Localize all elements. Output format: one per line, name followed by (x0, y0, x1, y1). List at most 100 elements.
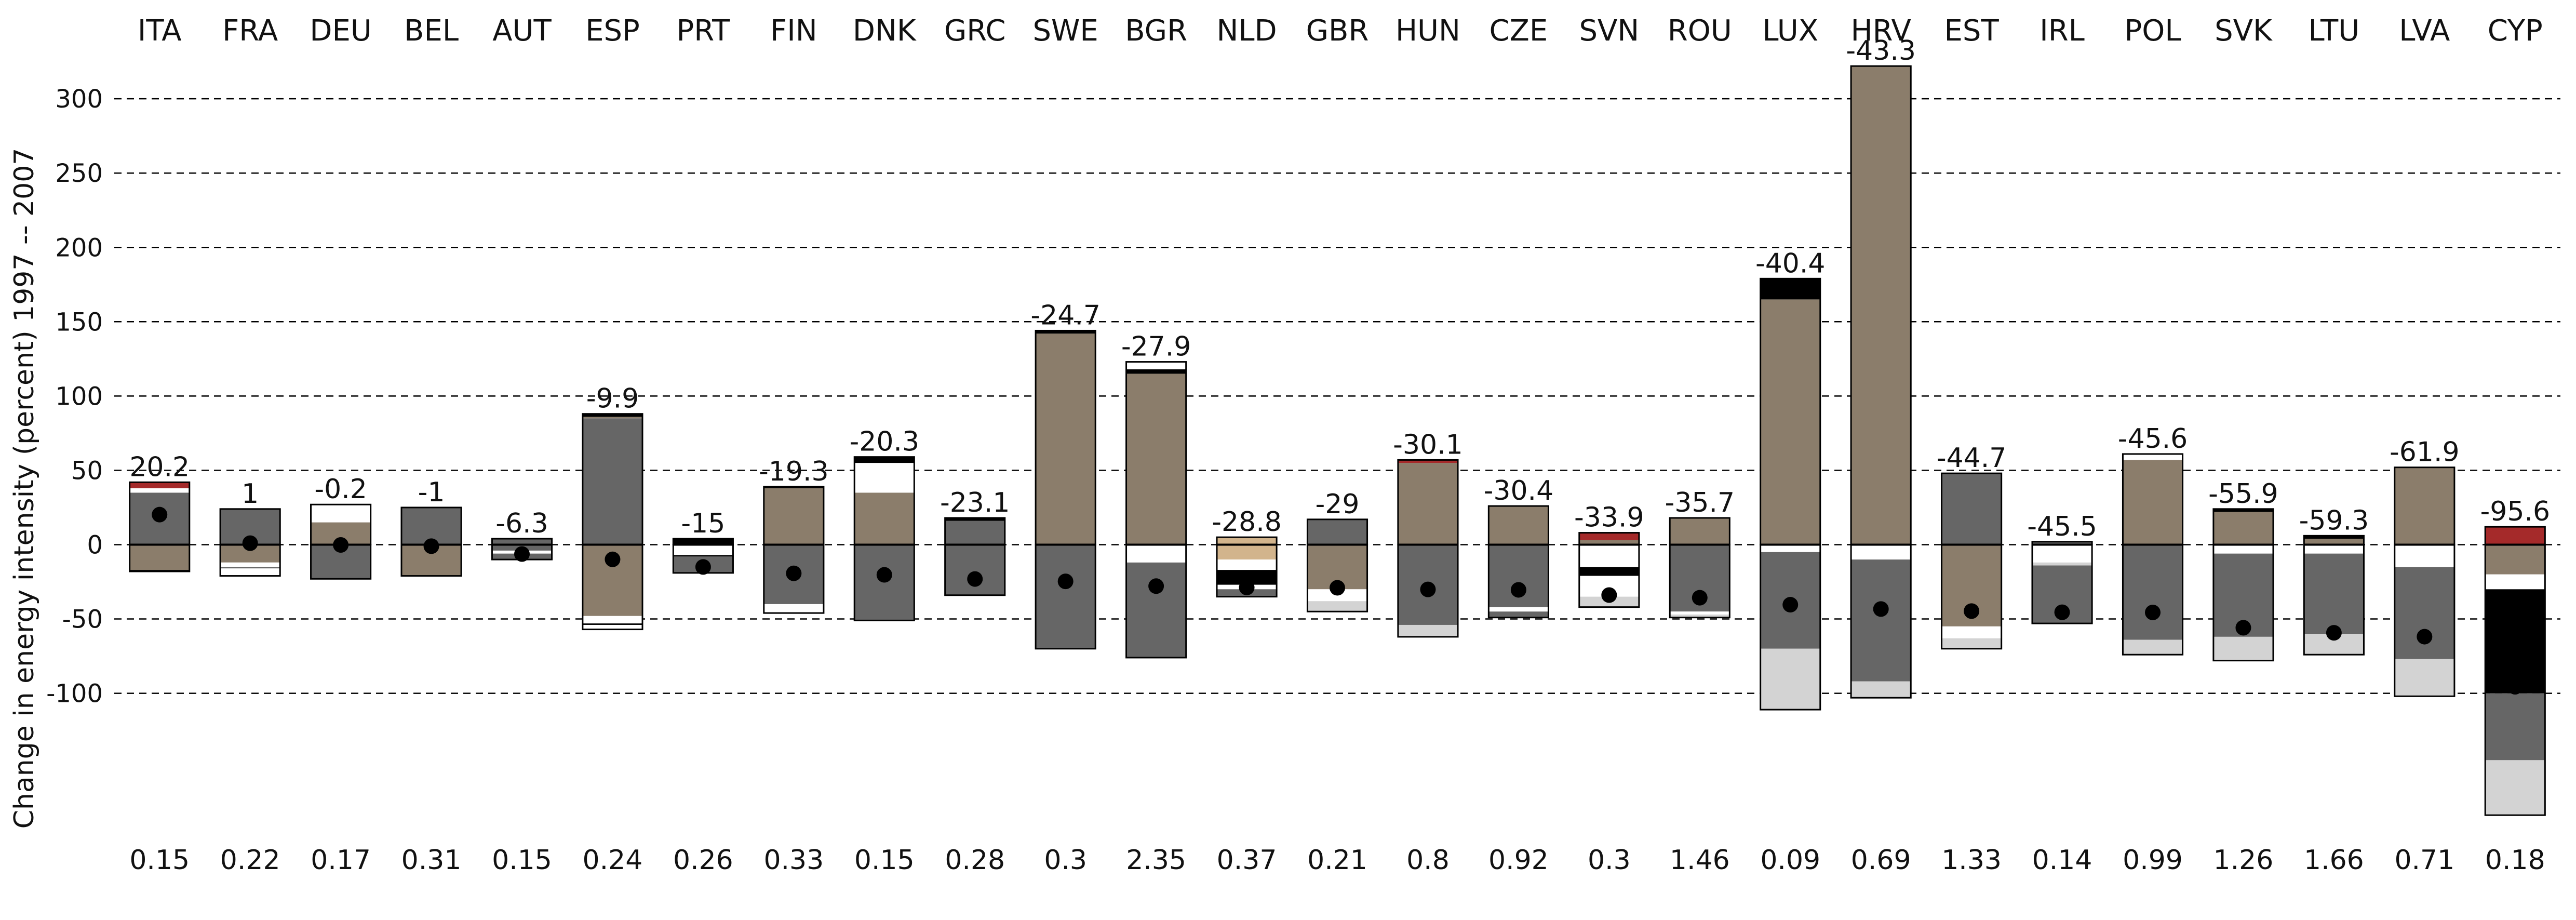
total-change-dot (1601, 587, 1617, 603)
bottom-value-label: 1.33 (1941, 845, 2002, 876)
bar-segment (2123, 454, 2183, 460)
bar-segment (2394, 567, 2454, 659)
total-change-label: -24.7 (1030, 300, 1101, 331)
country-label: FRA (222, 14, 278, 48)
total-change-dot (423, 538, 439, 554)
y-tick-label: 200 (55, 233, 103, 262)
bar-segment (1941, 638, 2002, 649)
bar-segment (1036, 330, 1096, 334)
y-tick-label: -100 (46, 679, 103, 709)
bar-segment (1307, 519, 1367, 545)
country-label: HUN (1396, 14, 1460, 48)
country-label: GBR (1306, 14, 1369, 48)
total-change-label: -33.9 (1574, 502, 1644, 534)
total-change-dot (1964, 603, 1980, 619)
bar-segment (1126, 362, 1186, 369)
country-label: HRV (1851, 14, 1911, 48)
bar-segment (1216, 559, 1277, 570)
bar-segment (1126, 544, 1186, 563)
total-change-label: -59.3 (2299, 505, 2369, 536)
bar-segment (1670, 611, 1730, 615)
bottom-value-label: 0.37 (1217, 845, 1277, 876)
bar-segment (1941, 473, 2002, 545)
total-change-label: -44.7 (1937, 443, 2007, 474)
bottom-value-label: 0.33 (763, 845, 824, 876)
bottom-value-label: 0.15 (492, 845, 552, 876)
bar-segment (2485, 589, 2545, 694)
bar-segment (763, 488, 824, 545)
bar-segment (1851, 66, 1911, 545)
bar-segment (1398, 460, 1458, 463)
bar-segment (220, 562, 280, 567)
total-change-dot (1510, 582, 1526, 598)
bars (129, 65, 2546, 816)
bar-segment (1488, 544, 1549, 607)
bottom-value-label: 0.21 (1307, 845, 1367, 876)
total-change-label: -43.3 (1846, 35, 1916, 66)
bar-segment (945, 544, 1005, 595)
bar-segment (2394, 544, 2454, 567)
total-change-dot (242, 535, 258, 551)
bar-segment (2394, 467, 2454, 545)
bar-segment (763, 604, 824, 614)
bottom-value-label: 0.28 (945, 845, 1005, 876)
bar-segment (2032, 544, 2092, 563)
bar-segment (1216, 544, 1277, 560)
country-label: AUT (492, 14, 552, 48)
total-change-label: 20.2 (129, 451, 190, 483)
total-change-dot (2054, 604, 2070, 620)
bar-segment (1126, 369, 1186, 374)
bottom-value-label: 0.3 (1044, 845, 1087, 876)
total-change-dot (967, 571, 983, 587)
total-change-dot (695, 559, 711, 575)
total-change-label: -6.3 (495, 508, 548, 539)
y-tick-label: 0 (87, 530, 103, 559)
bottom-value-label: 0.69 (1851, 845, 1911, 876)
bar-segment (1216, 537, 1277, 545)
country-label: SVK (2215, 14, 2273, 48)
bar-segment (1851, 544, 1911, 560)
bar-segment (1941, 626, 2002, 638)
bar-segment (1036, 544, 1096, 649)
y-axis-label: Change in energy intensity (percent) 199… (9, 148, 40, 829)
total-change-dot (1873, 601, 1889, 617)
total-change-dot (876, 567, 892, 583)
total-change-label: -40.4 (1755, 248, 1826, 279)
bottom-value-label: 0.15 (129, 845, 190, 876)
total-change-label: -30.1 (1393, 429, 1463, 460)
country-label: SWE (1033, 14, 1098, 48)
country-label: ESP (585, 14, 640, 48)
bar-segment (2394, 659, 2454, 697)
y-tick-label: 150 (55, 308, 103, 337)
country-label: DNK (853, 14, 917, 48)
bottom-value-label: 0.26 (673, 845, 733, 876)
bar-segment (1760, 299, 1820, 545)
country-label: FIN (770, 14, 817, 48)
bar-segment (2485, 760, 2545, 816)
bar-segment (2485, 544, 2545, 575)
bottom-value-label: 0.92 (1488, 845, 1549, 876)
country-label: PRT (676, 14, 730, 48)
bottom-value-label: 0.8 (1406, 845, 1450, 876)
bar-segment (673, 544, 733, 555)
total-change-dot (152, 506, 168, 523)
country-label: EST (1944, 14, 2000, 48)
total-change-label: -0.2 (314, 474, 367, 505)
bar-segment (2213, 509, 2274, 512)
bar-segment (2032, 541, 2092, 545)
bar-segment (1126, 562, 1186, 658)
bar-segment (945, 517, 1005, 521)
total-change-dot (2326, 625, 2342, 641)
y-tick-label: -50 (62, 605, 103, 634)
bar-segment (220, 567, 280, 569)
bar-segment (582, 414, 643, 417)
total-change-label: -1 (418, 477, 445, 508)
bar-segment (673, 555, 733, 557)
bar-segment (1579, 544, 1639, 567)
y-tick-label: 100 (55, 382, 103, 411)
bar-segment (582, 623, 643, 625)
country-label: IRL (2040, 14, 2085, 48)
bar-segment (1670, 517, 1730, 545)
bar-segment (129, 482, 190, 488)
total-change-dot (1148, 578, 1164, 594)
